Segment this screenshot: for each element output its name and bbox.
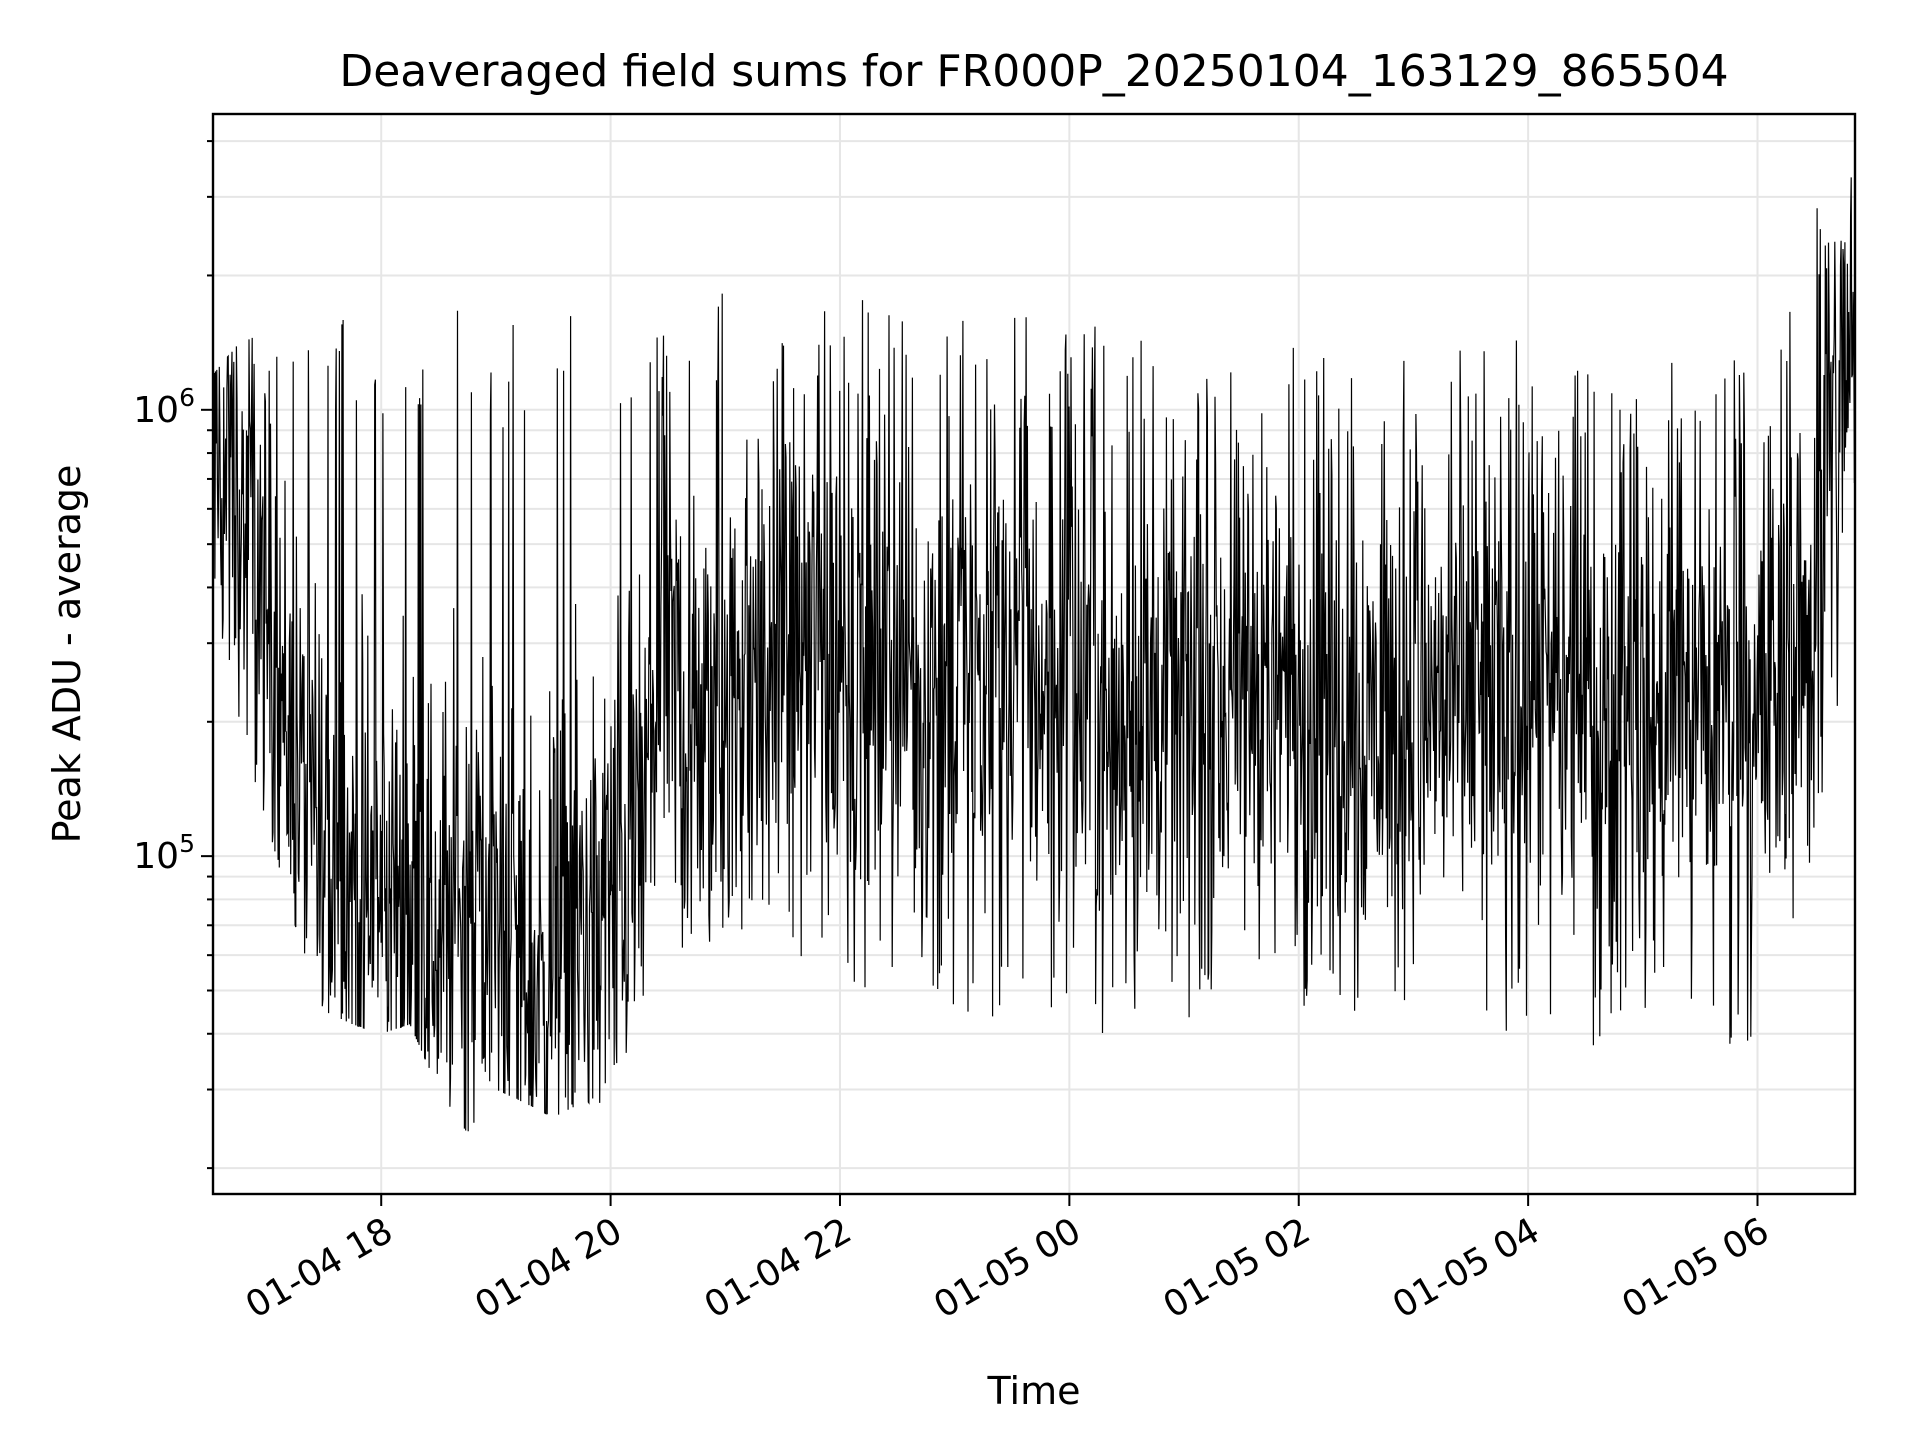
chart-title: Deaveraged field sums for FR000P_2025010… — [339, 46, 1728, 97]
y-axis: 105 106 — [133, 140, 213, 1170]
series-group — [212, 148, 1856, 1132]
y-axis-label: Peak ADU - average — [45, 465, 89, 844]
y-tick-label: 105 — [133, 829, 195, 877]
series-line — [212, 148, 1856, 1132]
x-axis-label: Time — [987, 1369, 1081, 1413]
plot-frame — [211, 112, 1857, 1196]
y-tick-label: 106 — [133, 383, 195, 431]
